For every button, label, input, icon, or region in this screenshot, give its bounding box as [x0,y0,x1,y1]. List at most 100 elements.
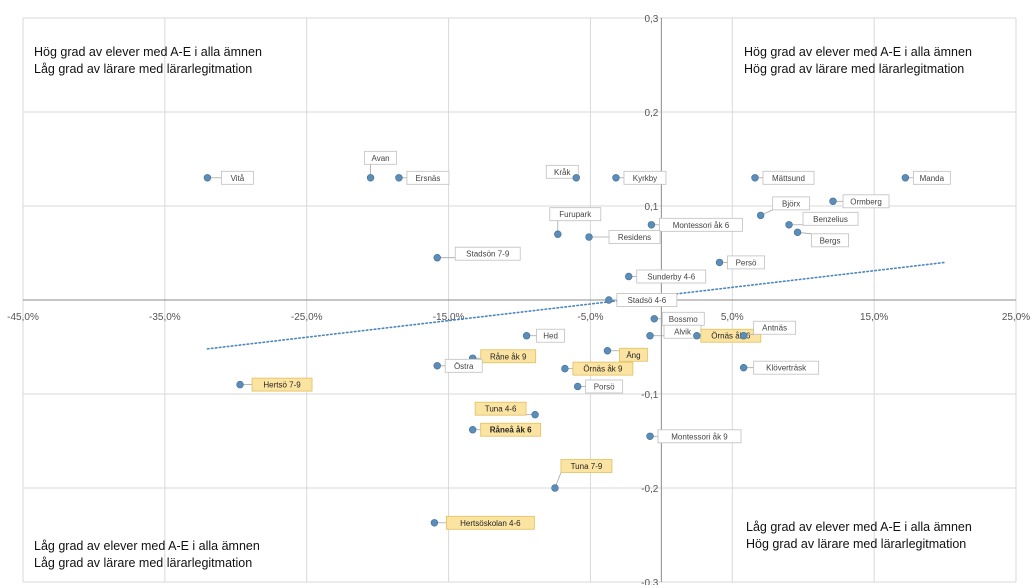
data-label-box [536,328,565,343]
data-label: Sunderby 4-6 [647,273,696,282]
data-label: Persö [736,258,757,267]
data-label-box [912,170,951,185]
data-label: Bergs [820,236,841,245]
data-point [650,315,658,323]
data-label-box [619,347,648,362]
data-point [625,272,633,281]
data-label: Stadsön 7-9 [466,250,510,259]
data-point [612,174,620,182]
data-point [785,221,793,229]
y-tick-label: 0,2 [644,108,658,119]
data-point [739,332,748,340]
data-point [585,233,593,241]
data-label-box [623,170,667,185]
data-point [203,174,212,182]
quadrant-line: Hög grad av lärare med lärarlegitmation [744,62,965,76]
data-label: Alvik [674,328,692,337]
data-label-box [474,401,527,416]
quadrant-line: Hög grad av lärare med lärarlegitmation [746,537,967,551]
data-label: Björx [782,199,800,208]
data-label: Hed [543,332,558,341]
data-label: Stadsö 4-6 [628,296,667,305]
x-tick-label: 25,0% [1002,312,1030,323]
data-label: Avan [372,154,390,163]
quadrant-line: Låg grad av lärare med lärarlegitmation [34,62,253,76]
data-label: Kyrkby [633,174,657,183]
data-label-box [772,196,811,211]
data-label-box [549,207,602,222]
x-tick-label: -35,0% [149,312,181,323]
data-point [756,211,765,220]
data-label-box [480,349,537,364]
y-tick-label: -0,1 [641,390,659,401]
data-label: Montessori åk 9 [671,432,728,441]
data-label-box [842,194,890,209]
data-label-box [657,429,742,444]
y-tick-label: 0,1 [644,202,658,213]
data-point [531,410,539,419]
data-label-box [572,361,634,376]
data-label-box [753,320,797,335]
data-label-box [762,170,815,185]
x-tick-label: -5,0% [577,312,603,323]
data-label: Residens [618,233,651,242]
data-label-box [480,422,542,437]
data-label: Östra [454,362,474,371]
quadrant-label-top-left: Hög grad av elever med A-E i alla ämnen … [34,44,262,78]
quadrant-label-bottom-right: Låg grad av elever med A-E i alla ämnen … [746,519,972,553]
data-point [572,174,580,182]
x-tick-label: -45,0% [7,312,39,323]
data-label: Råne åk 9 [490,352,527,361]
data-label: Furupark [559,210,592,219]
data-label: Mättsund [772,174,805,183]
data-label-box [251,377,313,392]
data-point [551,484,559,492]
data-label: Porsö [594,382,615,391]
data-point [646,432,654,440]
data-label-box [616,293,678,307]
data-point [433,254,441,262]
data-label-box [444,358,483,373]
data-label: Tuna 4-6 [485,405,517,414]
data-label-box [700,328,762,343]
data-label-box [585,379,624,394]
data-label-box [545,164,579,179]
data-point [522,332,531,340]
data-label: Hertsöskolan 4-6 [460,519,521,528]
data-label: Tuna 7-9 [571,462,603,471]
quadrant-line: Låg grad av elever med A-E i alla ämnen [34,539,260,553]
x-tick-label: -15,0% [433,312,465,323]
x-tick-label: 5,0% [721,312,744,323]
data-label-box [445,515,535,530]
data-label-box [659,217,743,232]
x-tick-label: -25,0% [291,312,323,323]
quadrant-line: Hög grad av elever med A-E i alla ämnen [34,45,262,59]
data-label: Benzelius [813,215,848,224]
data-point [646,332,654,340]
data-point [793,228,802,237]
data-label: Ersnäs [415,174,440,183]
data-point [715,258,724,267]
data-point [693,332,701,340]
data-label-box [727,255,765,270]
data-point [739,363,748,372]
quadrant-line: Låg grad av elever med A-E i alla ämnen [746,520,972,534]
data-point [647,221,656,229]
data-point [236,380,244,389]
data-label: Hertsö 7-9 [263,381,301,390]
data-label: Antnäs [762,324,787,333]
data-point [603,347,612,355]
data-label-box [753,360,820,375]
axes: -45,0% -35,0% -25,0% -15,0% -5,0% 5,0% 15,0% 25… [7,14,1030,585]
data-label: Ormberg [850,197,882,206]
data-point [751,174,759,182]
data-label: Äng [626,351,640,360]
data-label: Råneå åk 6 [490,426,532,435]
data-label: Montessori åk 6 [673,221,730,230]
data-label: Örnäs åk 6 [711,332,751,341]
data-label-box [454,246,521,261]
data-point [433,362,441,370]
data-point [573,382,582,391]
data-label: Bossmo [669,315,698,324]
trendline-dotted [206,261,946,350]
